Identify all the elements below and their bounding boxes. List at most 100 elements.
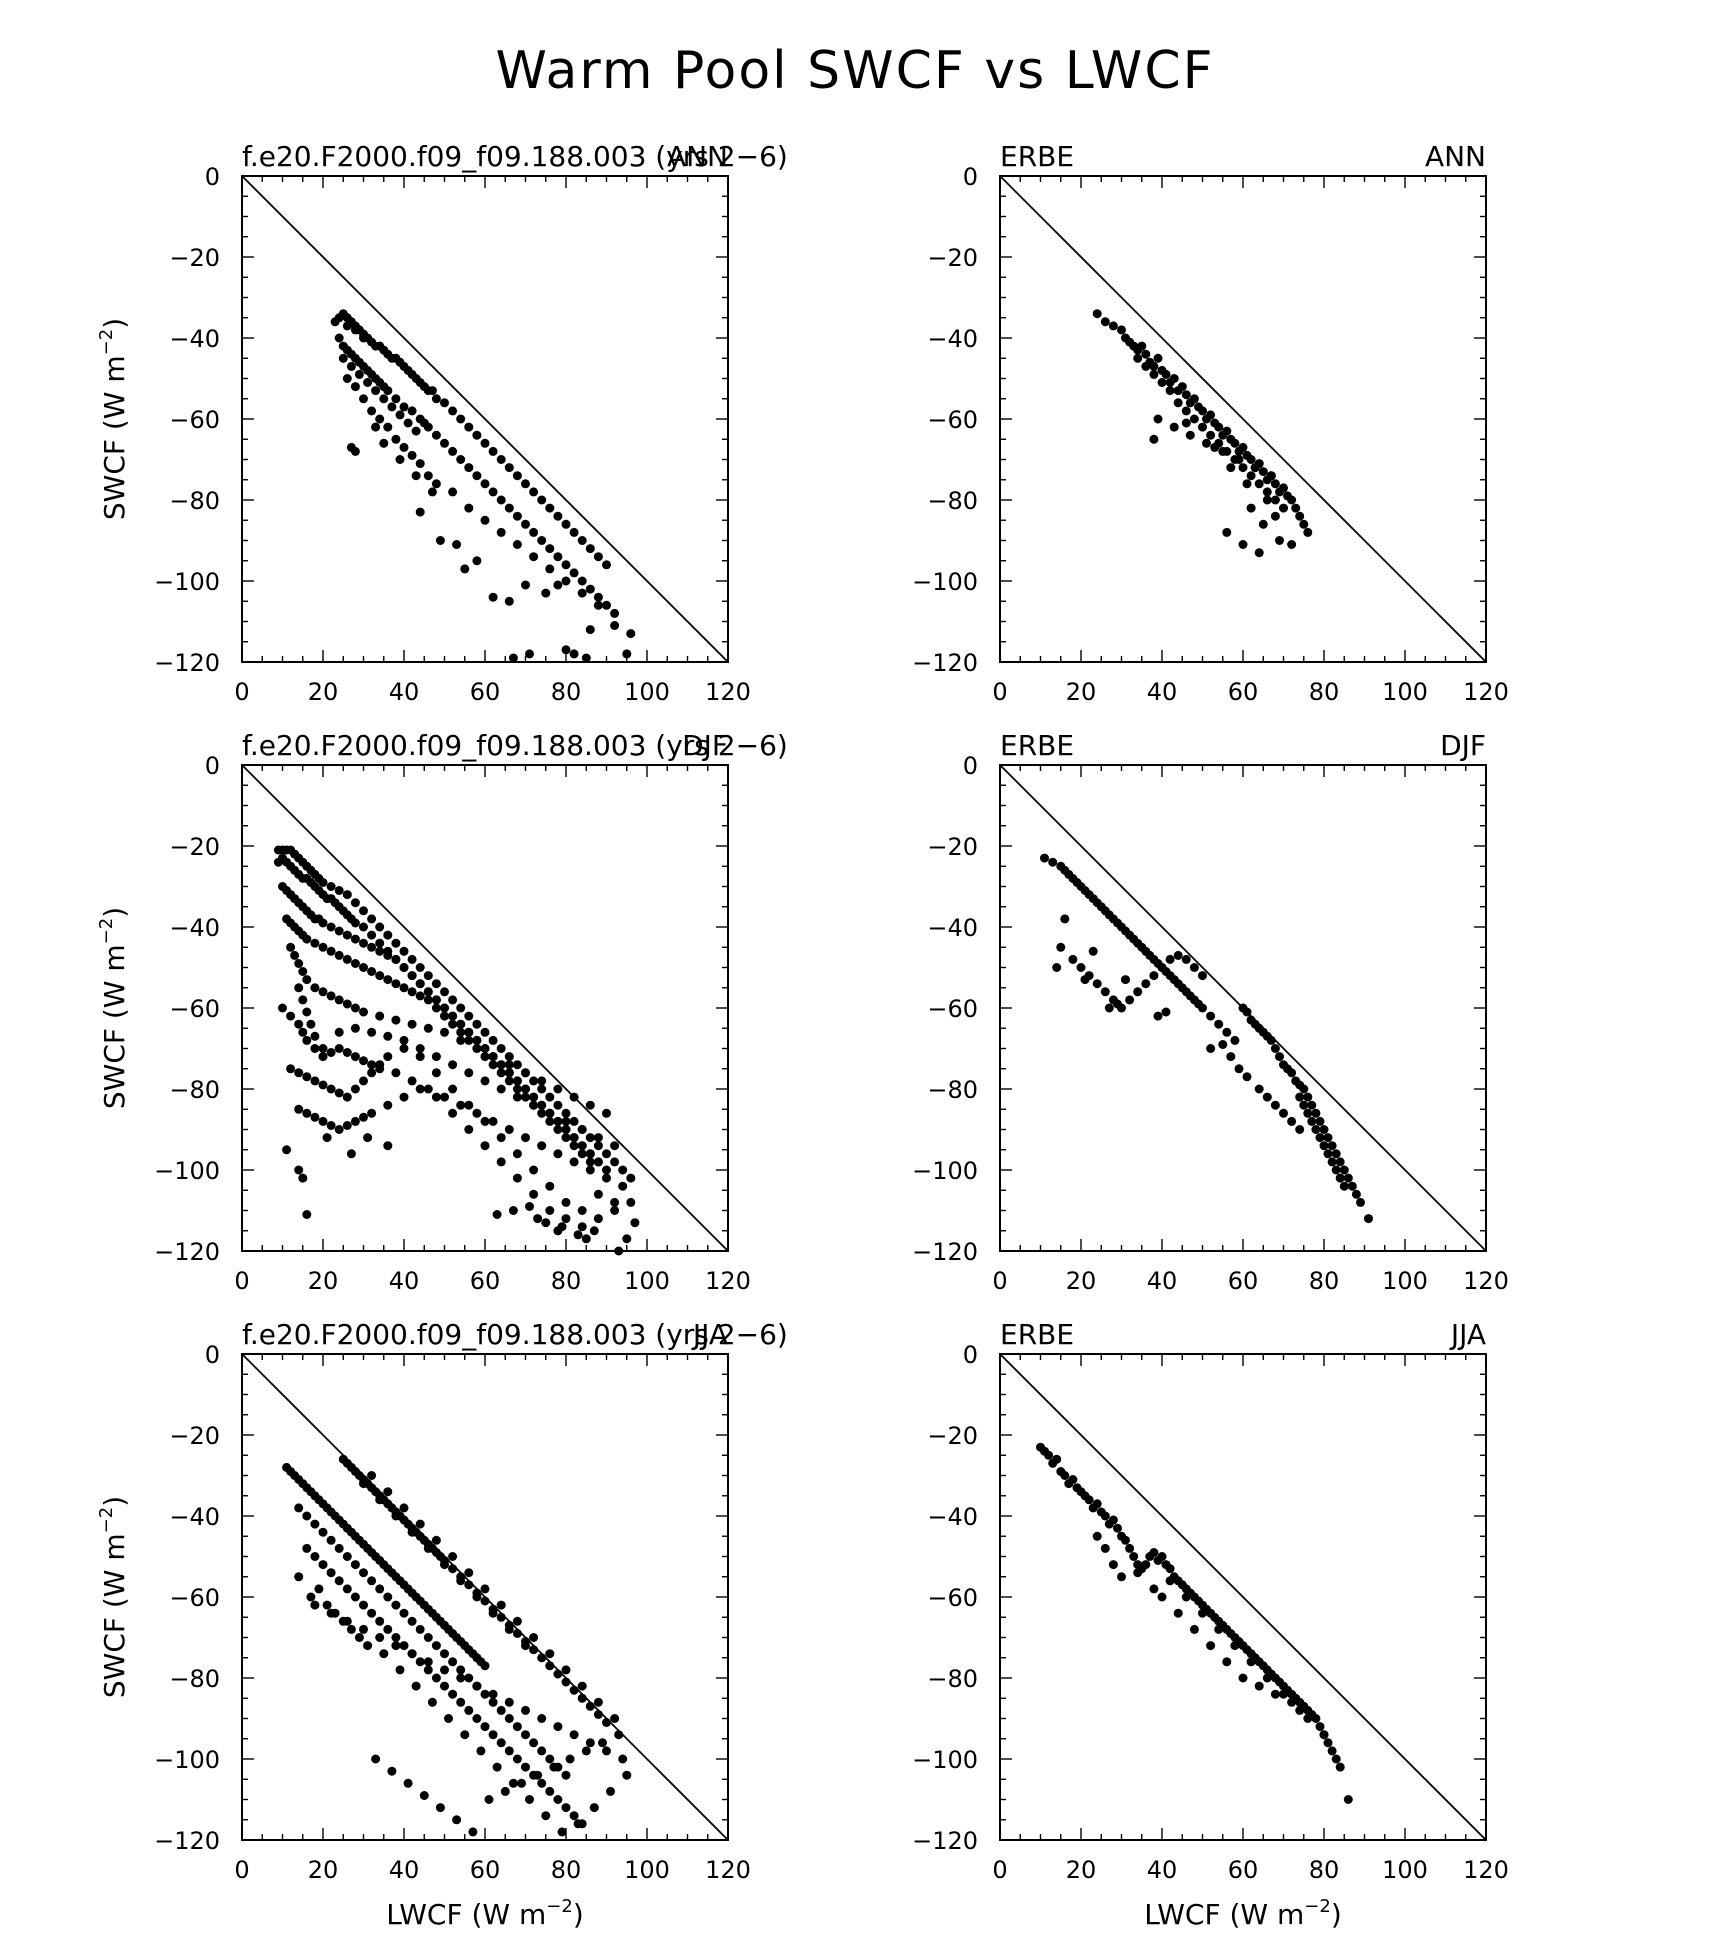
data-point: [1117, 325, 1126, 335]
data-point: [602, 1173, 611, 1183]
data-point: [1327, 1141, 1337, 1151]
data-point: [1262, 495, 1272, 505]
data-point: [375, 1011, 385, 1021]
data-point: [326, 1084, 336, 1094]
data-point: [472, 1592, 482, 1602]
data-point: [440, 1649, 449, 1659]
data-point: [1295, 1125, 1305, 1134]
data-point: [1311, 1125, 1321, 1134]
data-point: [415, 459, 425, 469]
data-point: [375, 922, 385, 932]
data-point: [553, 1722, 563, 1732]
data-point: [440, 1665, 449, 1675]
data-point: [1117, 1572, 1126, 1582]
y-tick-label: 0: [205, 163, 220, 191]
data-point: [383, 975, 393, 985]
data-point: [496, 1133, 506, 1143]
data-point: [1242, 1007, 1252, 1017]
data-point: [496, 1084, 506, 1094]
data-point: [294, 983, 304, 993]
data-point: [415, 507, 425, 517]
data-point: [472, 1044, 482, 1053]
data-point: [1275, 536, 1284, 545]
data-point: [310, 938, 320, 948]
data-point: [472, 556, 482, 566]
data-point: [1270, 511, 1280, 521]
data-point: [440, 1092, 449, 1102]
data-point: [383, 422, 393, 432]
data-point: [1108, 1560, 1118, 1570]
data-point: [383, 950, 393, 960]
data-point: [1287, 1697, 1297, 1707]
data-point: [1339, 1165, 1349, 1175]
data-point: [1206, 1641, 1216, 1651]
data-point: [448, 1657, 458, 1667]
data-point: [553, 552, 563, 562]
data-point: [525, 649, 534, 659]
data-point: [585, 625, 595, 635]
data-point: [448, 406, 458, 416]
y-tick-label: −80: [927, 1076, 978, 1104]
data-point: [1275, 1052, 1284, 1062]
y-axis-title-close: ): [98, 1496, 131, 1507]
data-point: [529, 1633, 539, 1642]
data-point: [585, 1100, 595, 1110]
data-point: [610, 1206, 620, 1215]
data-point: [354, 1633, 364, 1642]
x-tick-label: 20: [1066, 1267, 1097, 1295]
y-tick-label: −40: [169, 1503, 220, 1531]
data-point: [411, 1681, 421, 1691]
data-point: [1092, 1531, 1102, 1541]
data-point: [375, 971, 385, 981]
data-point: [553, 1669, 563, 1679]
data-point: [569, 1685, 579, 1695]
data-point: [350, 959, 360, 968]
data-point: [1238, 442, 1248, 452]
data-point: [318, 918, 328, 928]
data-point: [1226, 463, 1236, 473]
data-point: [399, 946, 409, 956]
data-point: [448, 446, 458, 456]
data-point: [387, 1766, 397, 1776]
data-point: [1206, 1011, 1216, 1021]
data-point: [521, 1068, 530, 1078]
data-point: [529, 552, 539, 562]
data-point: [1198, 971, 1207, 981]
data-point: [359, 1076, 368, 1086]
data-point: [306, 1019, 316, 1029]
data-point: [1189, 1624, 1199, 1634]
data-point: [602, 1746, 611, 1756]
data-point: [1323, 1149, 1333, 1159]
data-point: [318, 1116, 328, 1126]
data-point: [585, 1157, 595, 1167]
x-tick-label: 100: [1382, 1856, 1428, 1884]
data-point: [610, 1157, 620, 1167]
y-axis-title-close: ): [98, 318, 131, 329]
data-point: [504, 1714, 514, 1723]
y-tick-label: 0: [963, 752, 978, 780]
data-point: [565, 1754, 575, 1764]
data-point: [472, 1035, 482, 1045]
data-point: [561, 560, 571, 570]
data-point: [557, 1827, 567, 1837]
x-tick-label: 0: [234, 678, 249, 706]
data-point: [488, 1035, 498, 1045]
y-tick-label: −60: [927, 995, 978, 1023]
data-point: [354, 369, 364, 379]
data-point: [1185, 430, 1195, 440]
x-tick-label: 40: [389, 1856, 420, 1884]
y-tick-label: −80: [169, 487, 220, 515]
y-tick-label: −40: [927, 1503, 978, 1531]
data-point: [1206, 410, 1216, 420]
data-point: [488, 592, 498, 602]
data-point: [577, 588, 587, 598]
data-point: [294, 959, 304, 968]
data-point: [593, 1133, 603, 1143]
y-tick-label: −20: [169, 1422, 220, 1450]
data-point: [363, 1133, 373, 1143]
data-point: [334, 886, 344, 895]
data-point: [302, 1543, 312, 1553]
data-point: [334, 926, 344, 936]
data-point: [435, 1803, 445, 1813]
y-tick-label: −40: [169, 325, 220, 353]
